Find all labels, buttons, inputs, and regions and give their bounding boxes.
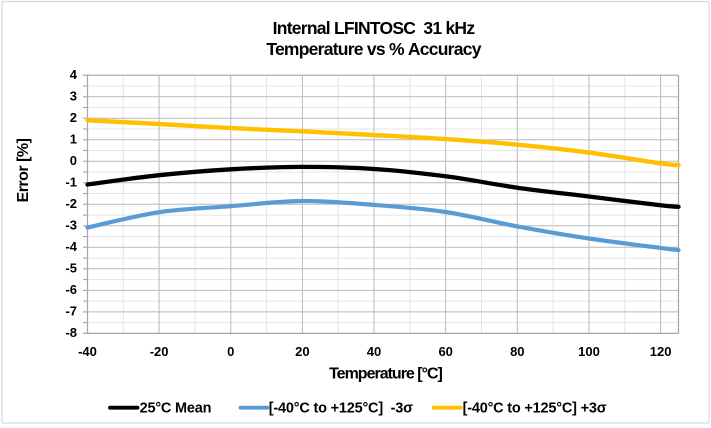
svg-text:0: 0 <box>227 344 234 359</box>
svg-text:-7: -7 <box>65 304 77 319</box>
svg-text:-40: -40 <box>78 344 97 359</box>
svg-text:2: 2 <box>70 110 77 125</box>
svg-text:[-40°C to +125°C] -3σ: [-40°C to +125°C] -3σ <box>269 401 413 417</box>
svg-text:-1: -1 <box>65 175 77 190</box>
svg-text:4: 4 <box>70 67 78 82</box>
svg-text:-20: -20 <box>150 344 169 359</box>
svg-text:3: 3 <box>70 88 77 103</box>
svg-text:100: 100 <box>578 344 600 359</box>
svg-text:80: 80 <box>510 344 524 359</box>
svg-text:0: 0 <box>70 153 77 168</box>
svg-text:20: 20 <box>295 344 309 359</box>
svg-text:-8: -8 <box>65 325 77 340</box>
svg-text:60: 60 <box>438 344 452 359</box>
svg-text:-6: -6 <box>65 282 77 297</box>
svg-text:40: 40 <box>367 344 381 359</box>
svg-text:120: 120 <box>650 344 672 359</box>
svg-text:[-40°C to +125°C] +3σ: [-40°C to +125°C] +3σ <box>463 401 607 417</box>
svg-text:Temperature vs % Accuracy: Temperature vs % Accuracy <box>266 39 481 59</box>
svg-text:Temperature [°C]: Temperature [°C] <box>329 365 442 382</box>
svg-text:-4: -4 <box>65 239 77 254</box>
svg-text:1: 1 <box>70 132 77 147</box>
svg-text:-2: -2 <box>65 196 77 211</box>
svg-text:-5: -5 <box>65 261 77 276</box>
svg-text:Error [%]: Error [%] <box>15 138 32 202</box>
svg-text:Internal LFINTOSC 31 kHz: Internal LFINTOSC 31 kHz <box>273 18 476 38</box>
svg-text:25°C Mean: 25°C Mean <box>140 401 212 417</box>
svg-text:-3: -3 <box>65 218 77 233</box>
